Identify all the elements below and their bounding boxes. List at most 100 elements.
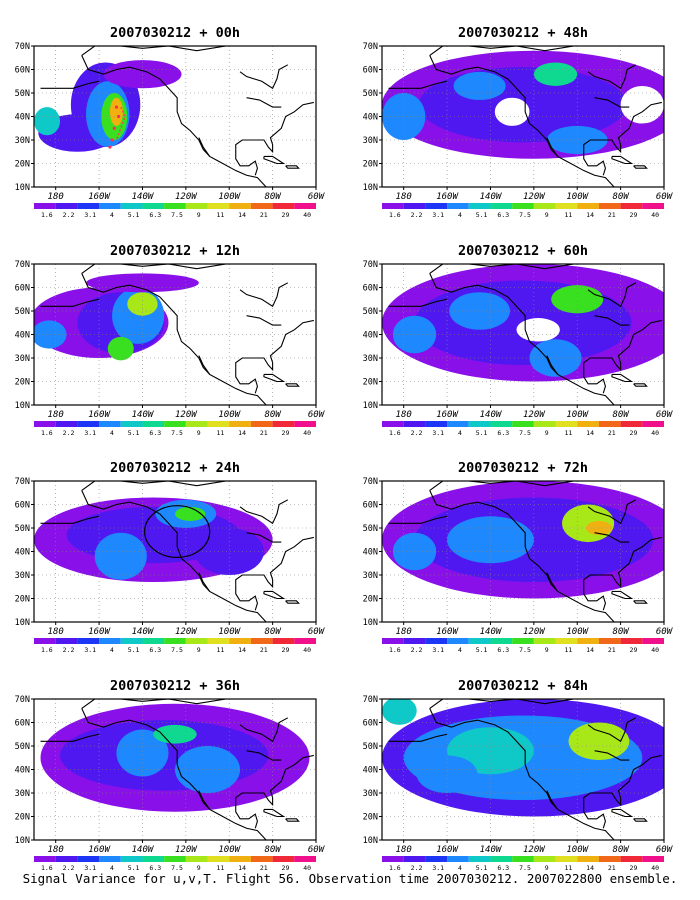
colorbar-label: 4	[110, 429, 114, 437]
lon-tick-label: 160W	[436, 845, 459, 855]
colorbar-label: 14	[238, 429, 246, 437]
colorbar-label: 7.5	[171, 646, 183, 654]
lon-tick-label: 80W	[612, 627, 630, 637]
variance-contour	[533, 62, 578, 86]
colorbar-swatch	[425, 638, 448, 644]
lon-tick-label: 100W	[566, 410, 589, 420]
colorbar-swatch	[34, 421, 56, 427]
colorbar-swatch	[250, 203, 273, 209]
colorbar-swatch	[272, 638, 295, 644]
variance-contour	[34, 107, 61, 136]
colorbar-swatch	[34, 203, 56, 209]
colorbar-label: 3.1	[432, 864, 444, 872]
colorbar-label: 14	[238, 646, 246, 654]
lon-tick-label: 160W	[88, 192, 111, 202]
colorbar-label: 2.2	[411, 646, 423, 654]
low-variance-region	[620, 85, 664, 124]
colorbar-swatch	[142, 203, 165, 209]
lon-tick-label: 100W	[566, 192, 589, 202]
colorbar-label: 2.2	[63, 646, 75, 654]
colorbar-label: 4	[458, 864, 462, 872]
colorbar-label: 3.1	[432, 646, 444, 654]
lat-tick-label: 20N	[363, 595, 378, 605]
coastline	[235, 584, 259, 611]
colorbar-label: 11	[216, 864, 224, 872]
colorbar-label: 3.1	[432, 211, 444, 219]
colorbar-swatch	[447, 421, 469, 427]
lat-tick-label: 10N	[15, 618, 30, 628]
colorbar-swatch	[533, 856, 556, 862]
variance-contour	[416, 755, 478, 793]
forecast-panel: 2007030212 + 60h 10N 20N 30N 40N 50N 60N 70N 180…	[363, 243, 674, 437]
colorbar-swatch	[55, 638, 78, 644]
coastline	[587, 499, 637, 525]
coastline	[583, 319, 662, 372]
colorbar-swatch	[120, 856, 143, 862]
low-variance-region	[494, 97, 530, 126]
coastline	[198, 790, 211, 810]
colorbar-swatch	[620, 638, 643, 644]
lat-tick-label: 20N	[15, 813, 30, 823]
coastline	[285, 600, 300, 604]
colorbar-label: 29	[282, 646, 290, 654]
forecast-panel: 2007030212 + 48h 10N 20N 30N 40N 50N 60N 70N 180…	[363, 25, 674, 219]
colorbar-swatch	[577, 638, 599, 644]
colorbar-swatch	[142, 638, 165, 644]
flight-track-point	[112, 126, 116, 130]
colorbar-label: 2.2	[63, 429, 75, 437]
colorbar-label: 5.1	[476, 211, 488, 219]
lat-tick-label: 30N	[15, 136, 30, 146]
variance-contour	[447, 516, 534, 564]
variance-field	[382, 481, 664, 622]
colorbar-label: 2.2	[63, 211, 75, 219]
coastline	[429, 273, 615, 405]
coastline	[429, 490, 615, 622]
colorbar-swatch	[207, 421, 230, 427]
lon-tick-label: 120W	[175, 410, 198, 420]
colorbar-label: 1.6	[389, 211, 401, 219]
lat-tick-label: 40N	[363, 331, 378, 341]
coastline	[285, 165, 300, 169]
colorbar-swatch	[533, 638, 556, 644]
figure-caption: Signal Variance for u,v,T. Flight 56. Ob…	[22, 871, 678, 886]
lat-tick-label: 70N	[15, 695, 30, 705]
colorbar-swatch	[468, 203, 491, 209]
lat-tick-label: 40N	[15, 766, 30, 776]
lat-tick-label: 50N	[15, 742, 30, 752]
colorbar-swatch	[55, 421, 78, 427]
low-variance-region	[516, 318, 560, 342]
lon-tick-label: 80W	[612, 192, 630, 202]
colorbar-swatch	[185, 203, 208, 209]
lon-tick-label: 180	[396, 192, 412, 202]
colorbar-swatch	[99, 203, 121, 209]
low-variance-region	[177, 60, 238, 126]
colorbar-swatch	[425, 203, 448, 209]
forecast-panel: 2007030212 + 84h 10N 20N 30N 40N 50N 60N 70N 180…	[363, 678, 674, 872]
colorbar-swatch	[490, 856, 513, 862]
forecast-panel: 2007030212 + 00h 10N 20N 30N 40N 50N 60N 70N 180…	[15, 25, 326, 219]
colorbar-swatch	[533, 203, 556, 209]
lon-tick-label: 60W	[308, 627, 326, 637]
lat-tick-label: 60N	[363, 284, 378, 294]
variance-contour	[453, 71, 506, 101]
lat-tick-label: 60N	[363, 501, 378, 511]
coastline	[583, 802, 607, 829]
panel-title: 2007030212 + 36h	[110, 678, 240, 694]
lat-tick-label: 50N	[363, 89, 378, 99]
lon-tick-label: 60W	[308, 410, 326, 420]
lat-tick-label: 20N	[363, 813, 378, 823]
colorbar-swatch	[468, 856, 491, 862]
panel-title: 2007030212 + 60h	[458, 243, 588, 259]
colorbar-label: 3.1	[84, 864, 96, 872]
lon-tick-label: 60W	[656, 627, 674, 637]
coastline	[40, 733, 100, 742]
colorbar-label: 3.1	[84, 211, 96, 219]
lat-tick-label: 10N	[15, 401, 30, 411]
coastline	[239, 64, 289, 90]
flight-track-point	[110, 138, 114, 142]
coastline	[583, 101, 662, 154]
coastline	[429, 481, 578, 491]
lon-tick-label: 80W	[264, 192, 282, 202]
coastline	[235, 536, 314, 589]
colorbar-swatch	[77, 856, 100, 862]
